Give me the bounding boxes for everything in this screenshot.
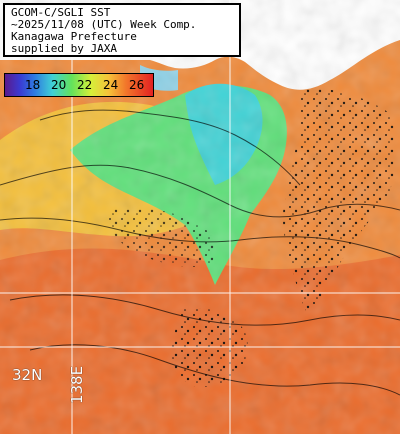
cloud-mask-east [282, 88, 397, 321]
cloud-mask-central [109, 208, 216, 267]
legend-label-20: 20 [51, 78, 67, 92]
legend-color-bar [5, 74, 153, 96]
legend-label-22: 22 [77, 78, 93, 92]
title-line-2: ~2025/11/08 (UTC) Week Comp. [11, 18, 197, 31]
legend-label-26: 26 [129, 78, 145, 92]
title-line-3: Kanagawa Prefecture [11, 30, 137, 43]
title-line-1: GCOM-C/SGLI SST [11, 6, 111, 19]
legend-label-18: 18 [25, 78, 41, 92]
legend-labels: 18 20 22 24 26 [5, 74, 153, 96]
title-line-4: supplied by JAXA [11, 42, 117, 55]
legend-label-24: 24 [103, 78, 119, 92]
temperature-legend: 18 20 22 24 26 [4, 73, 154, 97]
longitude-label: 138E [68, 365, 87, 405]
latitude-label: 32N [12, 366, 43, 384]
map-title-box: GCOM-C/SGLI SST ~2025/11/08 (UTC) Week C… [3, 3, 241, 57]
